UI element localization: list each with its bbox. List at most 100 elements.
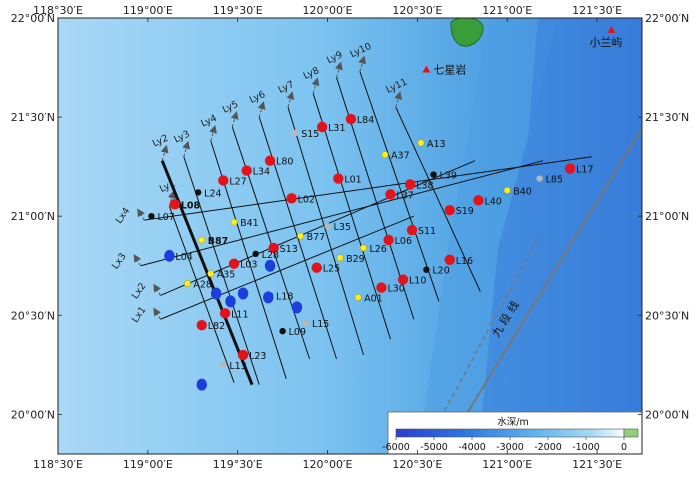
station-marker-l31: [316, 121, 328, 133]
station-marker-a37: [381, 151, 389, 159]
station-marker-l25: [311, 262, 322, 273]
station-label-l13: L13: [229, 361, 246, 372]
station-marker-s19: [444, 205, 455, 216]
station-marker-l13: [220, 361, 227, 369]
station-marker-l35: [324, 222, 331, 230]
lon-tick-label-0: 118°30′E: [33, 4, 83, 17]
station-marker-a13: [417, 139, 425, 147]
station-marker-b87: [198, 236, 206, 244]
station-marker-l15: [302, 320, 310, 327]
station-label-b77: B77: [307, 232, 326, 243]
legend-title: 水深/m: [497, 416, 528, 428]
station-marker-l20: [423, 266, 430, 273]
station-label-s13: S13: [280, 244, 298, 255]
lon-tick-label-3: 120°00′E: [303, 458, 353, 471]
station-marker-l10: [397, 274, 409, 285]
lat-tick-label-left-0: 22°00′N: [11, 12, 55, 25]
station-marker-l02: [286, 193, 297, 204]
station-label-l84: L84: [357, 115, 374, 126]
legend-tick-1: -5000: [420, 442, 448, 453]
lat-tick-label-left-2: 21°00′N: [11, 210, 55, 223]
station-label-l85: L85: [546, 175, 563, 186]
lon-tick-label-5: 121°00′E: [482, 4, 532, 17]
lat-tick-label-left-4: 20°00′N: [11, 408, 55, 421]
station-marker-l27: [218, 175, 229, 186]
station-marker-l85: [536, 175, 543, 182]
lat-tick-label-left-3: 20°30′N: [11, 309, 55, 322]
station-label-l37: L37: [396, 190, 413, 201]
blue-marker-6: [264, 259, 276, 272]
legend-colorbar: [395, 428, 625, 438]
station-label-l11: L11: [231, 309, 248, 320]
station-marker-l09: [279, 327, 286, 335]
lon-tick-label-2: 119°30′E: [213, 458, 263, 471]
station-label-b29: B29: [346, 254, 365, 265]
station-label-s11: S11: [418, 226, 436, 237]
station-label-l27: L27: [229, 177, 246, 188]
station-marker-l38: [404, 179, 416, 190]
station-label-l28: L28: [262, 250, 279, 261]
station-marker-b29: [336, 254, 344, 262]
lat-tick-label-right-1: 21°30′N: [645, 111, 689, 124]
legend-tick-2: -4000: [458, 442, 486, 453]
station-label-l30: L30: [387, 284, 404, 295]
station-marker-s15: [291, 129, 299, 137]
station-label-b41: B41: [240, 218, 259, 229]
station-marker-l03: [228, 258, 240, 269]
lon-tick-label-1: 119°00′E: [123, 458, 173, 471]
depth-legend: 水深/m -6000 -5000 -4000 -3000 -2000 -1000 0: [382, 411, 642, 454]
lon-tick-label-0: 118°30′E: [33, 458, 83, 471]
lon-tick-label-2: 119°30′E: [213, 4, 263, 17]
station-label-l20: L20: [432, 266, 449, 277]
blue-marker-5: [263, 291, 274, 304]
station-label-l39: L39: [440, 171, 457, 182]
station-label-l23: L23: [249, 351, 266, 362]
station-marker-l82: [196, 319, 207, 331]
station-marker-l40: [473, 195, 484, 206]
station-marker-l80: [264, 155, 276, 166]
station-label-l82: L82: [208, 321, 225, 332]
station-label-l10: L10: [409, 276, 426, 287]
station-marker-l24: [194, 189, 202, 196]
place-label-1: 七星岩: [433, 63, 466, 77]
station-label-s19: S19: [456, 206, 474, 217]
blue-marker-4: [237, 287, 249, 300]
station-marker-l23: [237, 349, 249, 361]
station-label-l16: L16: [456, 256, 473, 267]
station-marker-a28: [183, 280, 191, 288]
blue-marker-2: [210, 287, 222, 300]
legend-tick-5: -1000: [572, 442, 600, 453]
legend-tick-3: -3000: [496, 442, 524, 453]
station-label-l01: L01: [344, 175, 361, 186]
legend-tick-4: -2000: [534, 442, 562, 453]
legend-tick-6: 0: [621, 442, 627, 453]
station-label-l31: L31: [328, 123, 345, 134]
station-marker-l37: [385, 189, 396, 200]
station-marker-l84: [345, 113, 357, 125]
lat-tick-label-left-1: 21°30′N: [11, 111, 55, 124]
bathymetry-map: Lx1 Lx2 Lx3 Lx4 Ly1 Ly2 Ly3 Ly4 Ly5 Ly6 Ly7 Ly8 Ly9 L…: [58, 18, 642, 454]
legend-land-swatch: [623, 428, 639, 438]
station-marker-b40: [503, 186, 511, 194]
station-label-l25: L25: [323, 264, 340, 275]
station-label-l35: L35: [334, 222, 351, 233]
lat-tick-label-right-2: 21°00′N: [645, 210, 689, 223]
station-label-l06: L06: [395, 236, 412, 247]
lat-tick-label-right-4: 20°00′N: [645, 408, 689, 421]
station-marker-b77: [297, 232, 305, 240]
station-label-l26: L26: [369, 244, 386, 255]
station-marker-s11: [406, 224, 418, 236]
station-marker-a35: [207, 270, 215, 278]
station-label-l08: L08: [181, 200, 201, 211]
station-label-b40: B40: [513, 186, 532, 197]
station-label-l17: L17: [576, 165, 593, 176]
station-label-l80: L80: [276, 157, 293, 168]
blue-marker-7: [291, 301, 303, 314]
station-marker-l39: [430, 171, 437, 178]
station-marker-l26: [360, 244, 367, 252]
station-label-a01: A01: [364, 293, 383, 304]
station-marker-l01: [333, 173, 344, 184]
station-label-a37: A37: [391, 151, 410, 162]
station-label-l18: L18: [276, 291, 293, 302]
